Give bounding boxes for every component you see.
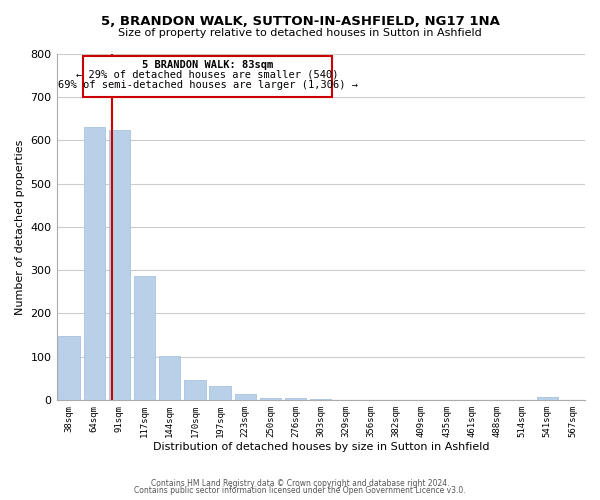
Text: 5 BRANDON WALK: 83sqm: 5 BRANDON WALK: 83sqm — [142, 60, 273, 70]
Bar — [235, 394, 256, 400]
X-axis label: Distribution of detached houses by size in Sutton in Ashfield: Distribution of detached houses by size … — [152, 442, 489, 452]
Bar — [285, 398, 307, 400]
Text: ← 29% of detached houses are smaller (540): ← 29% of detached houses are smaller (54… — [76, 70, 339, 80]
Text: 69% of semi-detached houses are larger (1,306) →: 69% of semi-detached houses are larger (… — [58, 80, 358, 90]
Bar — [134, 276, 155, 400]
Bar — [109, 130, 130, 400]
Bar — [536, 397, 558, 400]
Bar — [310, 398, 331, 400]
Bar — [83, 126, 105, 400]
Text: Contains HM Land Registry data © Crown copyright and database right 2024.: Contains HM Land Registry data © Crown c… — [151, 478, 449, 488]
Text: 5, BRANDON WALK, SUTTON-IN-ASHFIELD, NG17 1NA: 5, BRANDON WALK, SUTTON-IN-ASHFIELD, NG1… — [101, 15, 499, 28]
FancyBboxPatch shape — [83, 56, 332, 97]
Text: Size of property relative to detached houses in Sutton in Ashfield: Size of property relative to detached ho… — [118, 28, 482, 38]
Text: Contains public sector information licensed under the Open Government Licence v3: Contains public sector information licen… — [134, 486, 466, 495]
Bar — [58, 336, 80, 400]
Bar — [184, 380, 206, 400]
Bar — [209, 386, 231, 400]
Bar — [260, 398, 281, 400]
Y-axis label: Number of detached properties: Number of detached properties — [15, 139, 25, 314]
Bar — [159, 356, 181, 400]
